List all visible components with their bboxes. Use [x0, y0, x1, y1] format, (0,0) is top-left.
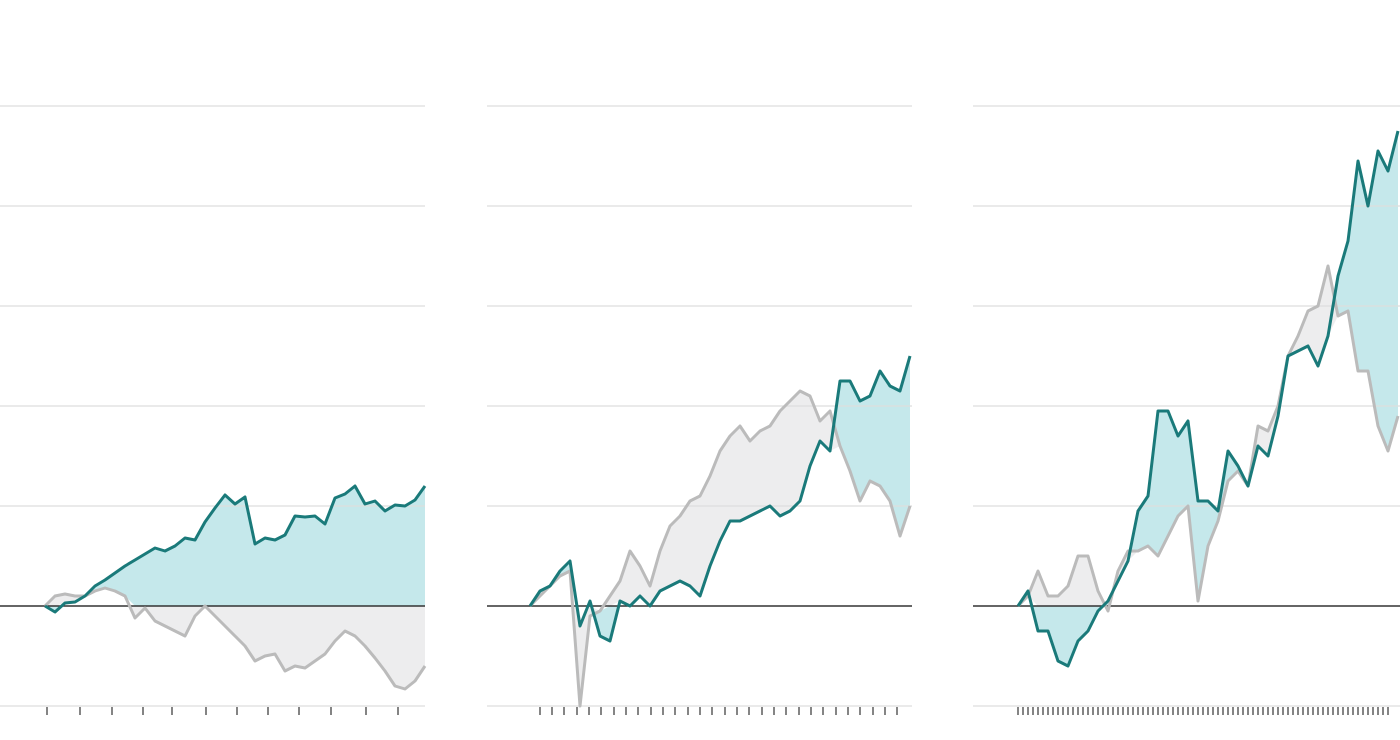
area [45, 486, 425, 612]
inner-mask [1018, 311, 1398, 606]
line [1016, 130, 1400, 668]
line [43, 586, 427, 691]
inner-mask [45, 588, 425, 606]
inner-mask [530, 441, 910, 626]
area [45, 588, 425, 689]
line [44, 484, 427, 614]
line [528, 355, 912, 643]
